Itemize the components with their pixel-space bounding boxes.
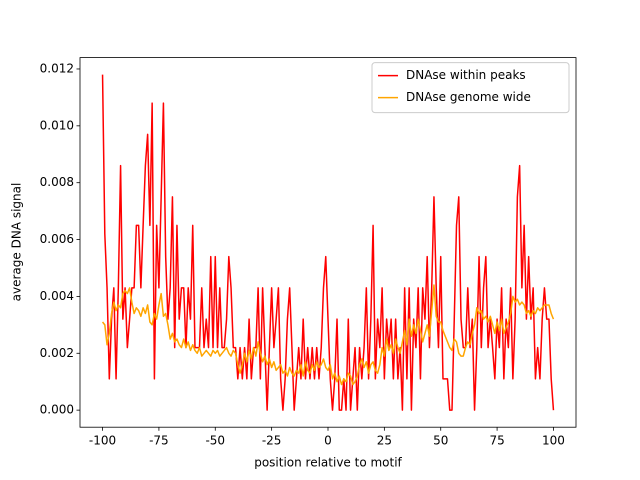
y-tick-label: 0.004	[40, 289, 74, 303]
legend-label: DNAse within peaks	[406, 68, 526, 82]
y-axis-label: average DNA signal	[10, 183, 24, 302]
y-tick-label: 0.008	[40, 175, 74, 189]
y-tick-label: 0.012	[40, 61, 74, 75]
x-tick-label: 75	[489, 434, 504, 448]
x-tick-label: 50	[433, 434, 448, 448]
legend-box	[371, 62, 570, 114]
x-tick-label: 100	[542, 434, 565, 448]
line-series	[101, 74, 555, 411]
x-tick-label: -100	[89, 434, 116, 448]
x-axis-label: position relative to motif	[254, 456, 402, 470]
y-tick-label: 0.000	[40, 403, 74, 417]
y-tick-label: 0.010	[40, 118, 74, 132]
y-tick-label: 0.006	[40, 232, 74, 246]
x-tick-label: -75	[149, 434, 169, 448]
x-tick-label: 0	[324, 434, 332, 448]
x-tick-label: 25	[377, 434, 392, 448]
line-series	[101, 284, 555, 386]
legend-label: DNAse genome wide	[406, 90, 531, 104]
axes-frame	[79, 57, 577, 428]
x-tick-label: -50	[205, 434, 225, 448]
y-tick-label: 0.002	[40, 346, 74, 360]
x-tick-label: -25	[262, 434, 282, 448]
